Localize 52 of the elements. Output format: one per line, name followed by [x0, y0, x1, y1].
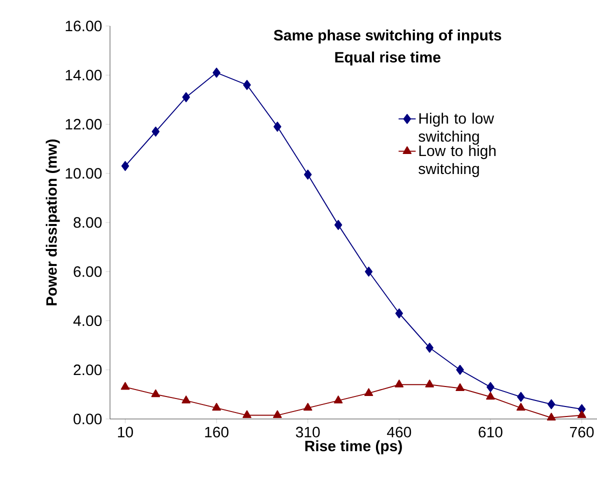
- y-axis-title: Power dissipation (mw): [46, 139, 60, 306]
- y-tick-label: 12.00: [66, 118, 102, 130]
- y-tick-label: 2.00: [74, 364, 102, 376]
- point: [242, 410, 252, 418]
- point: [273, 410, 282, 418]
- point: [334, 396, 343, 404]
- legend-label: Low to high switching: [418, 145, 496, 178]
- point: [212, 402, 221, 411]
- y-tick-label: 0.00: [74, 414, 102, 424]
- point: [152, 126, 160, 137]
- point: [182, 92, 190, 102]
- point: [425, 380, 434, 388]
- point: [303, 402, 312, 411]
- point: [182, 396, 190, 404]
- point: [274, 122, 282, 132]
- point: [456, 364, 464, 375]
- x-axis-title: Rise time (ps): [305, 440, 402, 454]
- chart-title: Same phase switching of inputs: [274, 30, 502, 44]
- x-tick-label: 160: [205, 426, 228, 438]
- point: [456, 383, 464, 392]
- point: [486, 382, 494, 392]
- point: [486, 392, 495, 400]
- y-tick-label: 16.00: [66, 20, 102, 32]
- legend-label: High to low switching: [418, 112, 494, 145]
- y-tick-label: 10.00: [66, 168, 102, 179]
- point: [577, 410, 586, 418]
- text: Equal rise time: [335, 52, 440, 66]
- point: [334, 220, 342, 230]
- x-tick-label: 760: [570, 426, 594, 438]
- point: [547, 399, 556, 410]
- y-tick-label: 6.00: [74, 266, 102, 277]
- point: [151, 389, 160, 398]
- point: [304, 170, 312, 180]
- point: [364, 388, 374, 396]
- x-tick-label: 460: [386, 426, 412, 438]
- point: [546, 412, 556, 421]
- point: [212, 68, 220, 78]
- point: [394, 380, 404, 388]
- y-tick-label: 4.00: [73, 315, 102, 326]
- y-tick-label: 8.00: [74, 217, 102, 228]
- point: [395, 308, 404, 318]
- point: [517, 392, 525, 402]
- x-tick-label: 10: [118, 426, 133, 438]
- point: [364, 266, 373, 277]
- y-tick-label: 14.00: [66, 70, 102, 80]
- point: [121, 160, 130, 171]
- point: [120, 382, 130, 390]
- x-tick-label: 610: [478, 426, 502, 438]
- point: [426, 342, 434, 353]
- point: [243, 80, 251, 90]
- x-tick-label: 310: [296, 426, 320, 438]
- point: [516, 402, 526, 411]
